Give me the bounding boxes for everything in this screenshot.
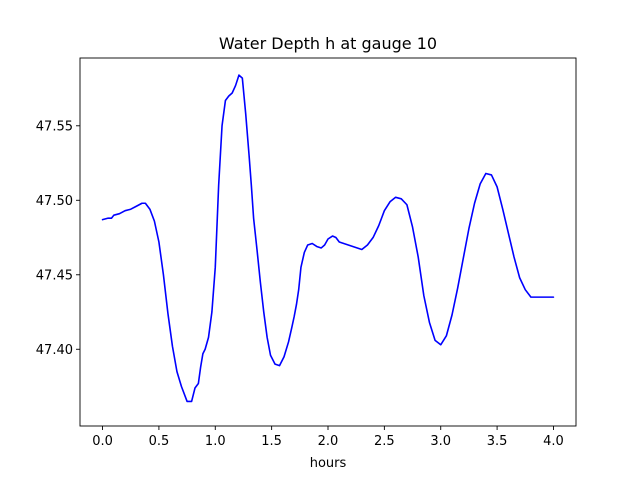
x-axis-label: hours [310, 456, 347, 471]
y-tick-label: 47.45 [36, 268, 73, 283]
chart-title: Water Depth h at gauge 10 [219, 34, 437, 53]
y-tick-label: 47.55 [36, 119, 73, 134]
y-axis-ticks: 47.40 47.45 47.50 47.55 [36, 119, 80, 358]
x-tick-label: 2.5 [374, 434, 395, 449]
x-axis-ticks: 0.0 0.5 1.0 1.5 2.0 2.5 3.0 3.5 4.0 [92, 426, 564, 449]
x-tick-label: 1.0 [205, 434, 226, 449]
series-line [101, 74, 555, 403]
y-tick-label: 47.40 [36, 343, 73, 358]
x-tick-label: 0.5 [149, 434, 170, 449]
x-tick-label: 3.5 [487, 434, 508, 449]
y-tick-label: 47.50 [36, 194, 73, 209]
x-tick-label: 2.0 [318, 434, 339, 449]
x-tick-label: 1.5 [261, 434, 282, 449]
x-tick-label: 4.0 [543, 434, 564, 449]
x-tick-label: 0.0 [92, 434, 113, 449]
plot-area [101, 74, 555, 403]
x-tick-label: 3.0 [430, 434, 451, 449]
